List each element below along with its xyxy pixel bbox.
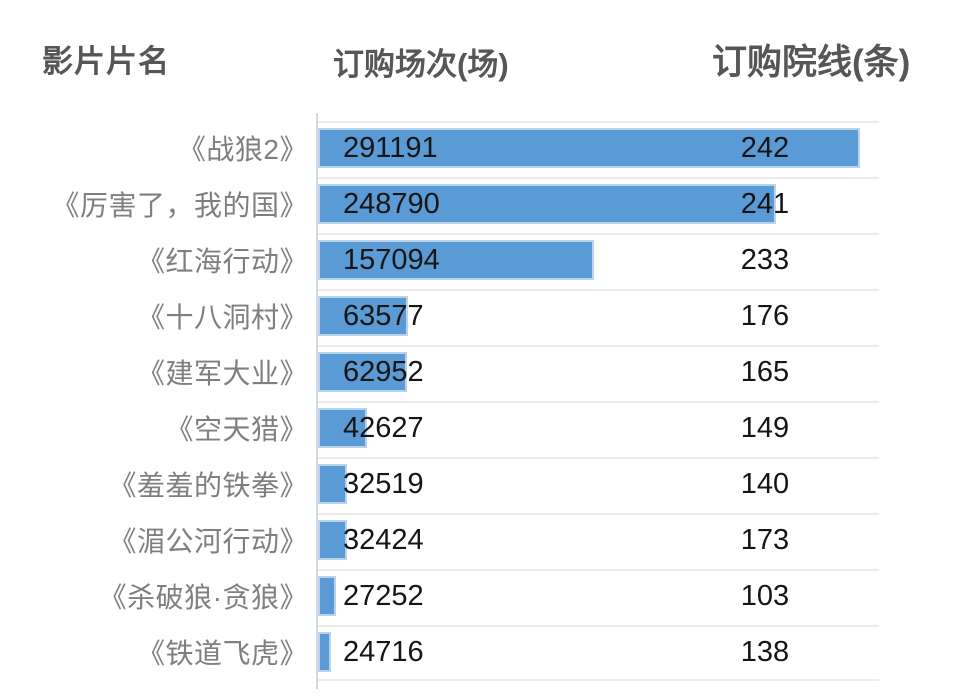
sessions-value-label: 62952 (343, 355, 424, 388)
movie-title-label: 《建军大业》 (136, 358, 308, 389)
sessions-bar (318, 184, 776, 224)
sessions-bar (318, 520, 347, 560)
sessions-value-label: 24716 (343, 635, 424, 668)
category-axis-line (316, 113, 318, 689)
sessions-bar (318, 632, 332, 672)
chart-row: 《战狼2》 291191 242 (178, 121, 879, 177)
sessions-bar (318, 296, 409, 336)
chart-row: 《十八洞村》 63577 176 (137, 289, 879, 345)
sessions-value-label: 291191 (343, 131, 438, 164)
sessions-bar (318, 408, 367, 448)
sessions-bar (318, 240, 594, 280)
cinema-lines-value-label: 103 (740, 579, 790, 612)
chart-row: 《羞羞的铁拳》 32519 140 (108, 457, 879, 513)
cinema-lines-value-label: 242 (740, 131, 790, 164)
sessions-value-label: 32424 (343, 523, 424, 556)
movie-title-label: 《战狼2》 (177, 134, 308, 165)
movie-title-label: 《厉害了，我的国》 (51, 190, 308, 221)
sessions-bar (318, 352, 408, 392)
movie-title-label: 《杀破狼·贪狼》 (98, 582, 308, 613)
chart-row: 《空天猎》 42627 149 (165, 401, 879, 457)
column-header-movie-title: 影片片名 (42, 44, 170, 79)
chart-row: 《建军大业》 62952 165 (137, 345, 879, 401)
sessions-value-label: 32519 (343, 467, 424, 500)
sessions-value-label: 63577 (343, 299, 424, 332)
movie-title-label: 《红海行动》 (136, 246, 308, 277)
chart-row: 《湄公河行动》 32424 173 (108, 513, 879, 569)
chart-row: 《厉害了，我的国》 248790 241 (51, 177, 879, 233)
sessions-bar (318, 128, 860, 168)
chart-row: 《杀破狼·贪狼》 27252 103 (99, 569, 879, 625)
chart-rows: 《战狼2》 291191 242 《厉害了，我的国》 248790 241 《红海行动》 15… (51, 121, 879, 681)
cinema-lines-value-label: 140 (740, 467, 790, 500)
sessions-bar (318, 464, 347, 504)
sessions-value-label: 27252 (343, 579, 424, 612)
column-header-ordered-sessions: 订购场次(场) (333, 47, 509, 82)
sessions-value-label: 42627 (343, 411, 424, 444)
cinema-lines-value-label: 241 (740, 187, 790, 220)
sessions-value-label: 248790 (343, 187, 440, 220)
movie-title-label: 《羞羞的铁拳》 (108, 470, 308, 501)
movie-title-label: 《铁道飞虎》 (136, 638, 308, 669)
movie-title-label: 《十八洞村》 (136, 302, 308, 333)
chart-row: 《红海行动》 157094 233 (137, 233, 879, 289)
cinema-lines-value-label: 149 (740, 411, 790, 444)
cinema-lines-value-label: 173 (740, 523, 790, 556)
cinema-lines-value-label: 233 (740, 243, 790, 276)
chart-row: 《铁道飞虎》 24716 138 (137, 625, 879, 681)
cinema-lines-value-label: 176 (740, 299, 790, 332)
column-header-ordered-cinema-lines: 订购院线(条) (712, 43, 911, 82)
horizontal-bar-chart: 《战狼2》 291191 242 《厉害了，我的国》 248790 241 《红海行动》 15… (51, 113, 879, 689)
sessions-value-label: 157094 (343, 243, 440, 276)
movie-title-label: 《空天猎》 (165, 414, 308, 445)
sessions-bar (318, 576, 337, 616)
cinema-lines-value-label: 138 (740, 635, 790, 668)
cinema-lines-value-label: 165 (740, 355, 790, 388)
movie-title-label: 《湄公河行动》 (108, 526, 308, 557)
